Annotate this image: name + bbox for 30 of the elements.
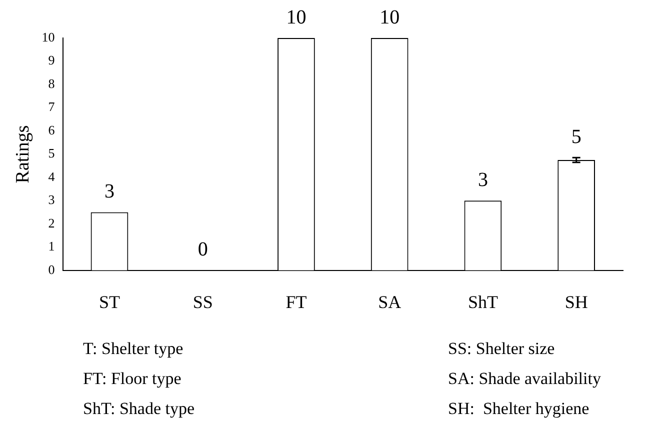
- y-tick-label: 10: [42, 29, 55, 44]
- text: T: Shelter type: [83, 338, 184, 360]
- x-tick-label: SH: [564, 292, 588, 312]
- y-axis-title: Ratings: [12, 125, 34, 184]
- x-tick-label: ST: [98, 292, 120, 312]
- y-tick-label: 2: [48, 215, 55, 230]
- x-tick-label: ShT: [468, 292, 498, 312]
- y-tick-label: 7: [48, 99, 56, 114]
- y-tick-label: 8: [48, 76, 55, 91]
- y-tick-label: 4: [48, 168, 56, 184]
- y-tick-label: 3: [48, 192, 55, 208]
- text: SA: Shade availability: [448, 368, 602, 390]
- y-tick-label: 9: [48, 52, 55, 68]
- data-label: 3: [104, 180, 114, 203]
- data-label: 5: [571, 126, 582, 148]
- x-tick-label: SA: [378, 292, 402, 312]
- text: SH: Shelter hygiene: [448, 398, 590, 420]
- y-tick-label: 0: [48, 262, 55, 277]
- data-label: 3: [478, 168, 488, 191]
- text: FT: Floor type: [83, 368, 182, 390]
- x-tick-label: FT: [286, 292, 307, 312]
- x-tick-label: SS: [192, 292, 213, 312]
- y-tick-label: 6: [48, 122, 56, 138]
- y-tick-label: 5: [48, 146, 55, 161]
- data-label: 10: [380, 6, 400, 28]
- text: SS: Shelter size: [448, 338, 556, 360]
- y-tick-label: 1: [48, 238, 55, 254]
- data-label: 0: [198, 238, 208, 261]
- data-label: 10: [286, 6, 306, 28]
- text: ShT: Shade type: [83, 398, 195, 420]
